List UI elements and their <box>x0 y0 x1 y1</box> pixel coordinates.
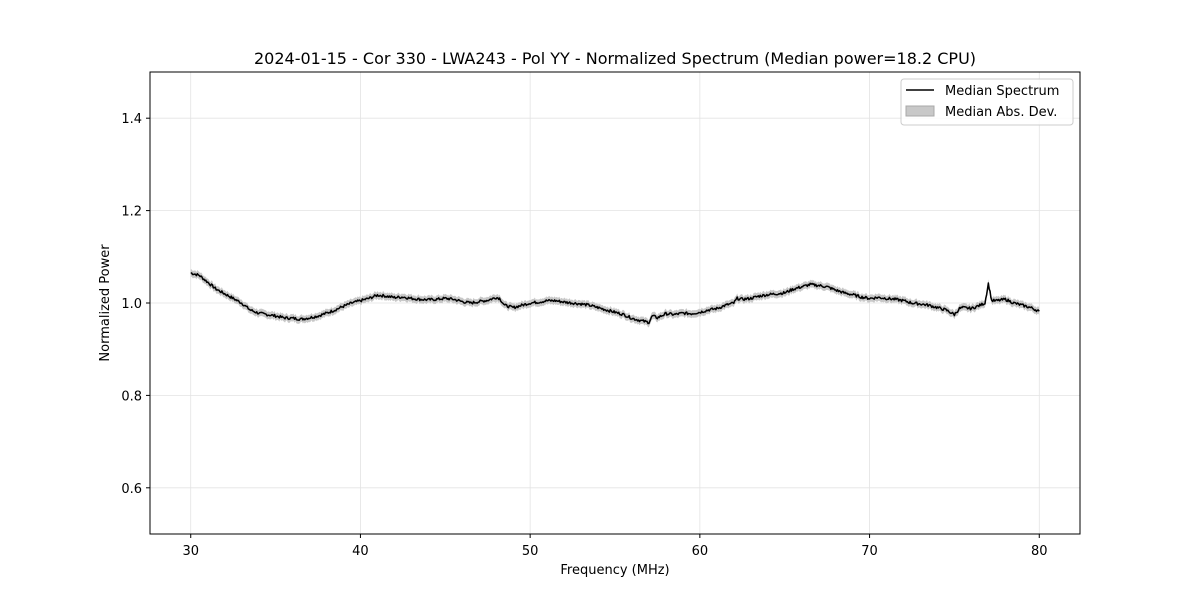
x-axis: 30 40 50 60 70 80 <box>182 534 1048 559</box>
x-tick-label: 50 <box>522 544 539 559</box>
x-tick-label: 60 <box>692 544 709 559</box>
y-tick-label: 0.6 <box>121 482 142 497</box>
y-axis-label: Normalized Power <box>98 244 113 362</box>
median-spectrum-line <box>190 272 1040 325</box>
y-tick-label: 0.8 <box>121 389 142 404</box>
legend-mad-swatch <box>905 105 935 117</box>
chart-title: 2024-01-15 - Cor 330 - LWA243 - Pol YY -… <box>254 49 976 68</box>
mad-band-area <box>190 269 1040 328</box>
y-tick-label: 1.2 <box>121 205 142 220</box>
legend: Median Spectrum Median Abs. Dev. <box>900 78 1074 126</box>
x-tick-label: 80 <box>1031 544 1048 559</box>
x-tick-label: 70 <box>861 544 878 559</box>
x-axis-label: Frequency (MHz) <box>560 563 669 578</box>
median-spectrum-path <box>190 272 1040 325</box>
y-tick-label: 1.0 <box>121 297 142 312</box>
mad-band <box>190 269 1040 328</box>
x-tick-label: 30 <box>182 544 199 559</box>
y-tick-label: 1.4 <box>121 112 142 127</box>
y-axis: 0.6 0.8 1.0 1.2 1.4 <box>121 112 150 497</box>
legend-median-label: Median Spectrum <box>945 84 1059 99</box>
x-tick-label: 40 <box>352 544 369 559</box>
legend-box <box>900 78 1074 126</box>
legend-mad-label: Median Abs. Dev. <box>945 105 1057 120</box>
